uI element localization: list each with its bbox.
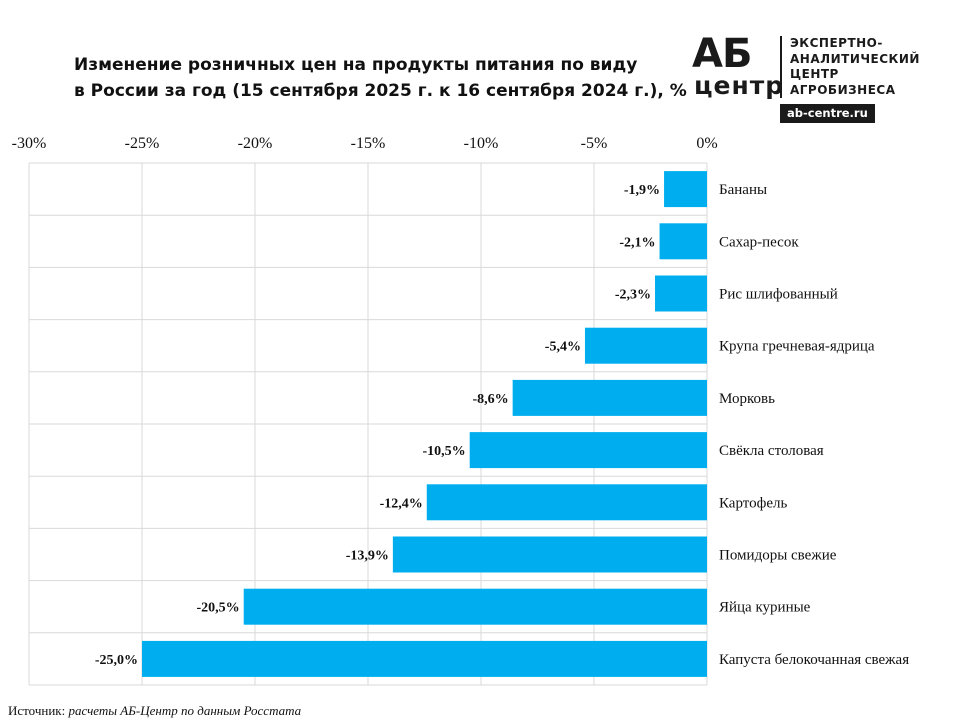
ab-centre-logo: АБ центр ЭКСПЕРТНО- АНАЛИТИЧЕСКИЙ ЦЕНТР … (692, 34, 930, 124)
logo-description: ЭКСПЕРТНО- АНАЛИТИЧЕСКИЙ ЦЕНТР АГРОБИЗНЕ… (790, 36, 920, 98)
category-label: Помидоры свежие (719, 548, 837, 564)
x-tick-label: 0% (696, 135, 717, 152)
bar (584, 327, 707, 364)
data-label: -10,5% (423, 444, 466, 459)
category-label: Свёкла столовая (719, 443, 824, 459)
data-label: -2,3% (615, 288, 651, 303)
source-label: Источник: (8, 703, 66, 718)
category-label: Крупа гречневая-ядрица (719, 339, 875, 355)
data-label: -25,0% (95, 653, 138, 668)
data-label: -2,1% (619, 235, 655, 250)
logo-centr-text: центр (694, 71, 785, 100)
source-text: расчеты АБ-Центр по данным Росстата (68, 703, 302, 718)
data-label: -8,6% (472, 392, 508, 407)
chart-title-line-2: в России за год (15 сентября 2025 г. к 1… (74, 81, 687, 101)
logo-divider (780, 36, 782, 98)
bar (512, 379, 707, 416)
x-tick-label: -15% (351, 135, 386, 152)
data-label: -20,5% (197, 601, 240, 616)
category-label: Бананы (719, 182, 767, 198)
category-label: Яйца куриные (719, 600, 811, 616)
data-label: -12,4% (380, 496, 423, 511)
x-tick-label: -25% (125, 135, 160, 152)
bar (659, 223, 707, 260)
category-label: Морковь (719, 391, 775, 407)
x-tick-label: -30% (12, 135, 47, 152)
bar (392, 536, 707, 573)
logo-ab-text: АБ (692, 31, 752, 77)
logo-desc-line-3: ЦЕНТР (790, 67, 839, 81)
logo-desc-line-1: ЭКСПЕРТНО- (790, 36, 883, 50)
data-label: -5,4% (545, 340, 581, 355)
data-label: -13,9% (346, 549, 389, 564)
logo-url: ab-centre.ru (780, 104, 875, 123)
category-label: Сахар-песок (719, 234, 799, 250)
data-label: -1,9% (624, 183, 660, 198)
bar (243, 588, 707, 625)
source-note: Источник: расчеты АБ-Центр по данным Рос… (8, 703, 301, 719)
x-tick-label: -5% (581, 135, 608, 152)
category-label: Рис шлифованный (719, 287, 838, 303)
bar (142, 640, 707, 677)
chart-title-line-1: Изменение розничных цен на продукты пита… (74, 55, 638, 75)
category-label: Картофель (719, 495, 787, 511)
category-label: Капуста белокочанная свежая (719, 652, 909, 668)
bar (655, 275, 707, 312)
bar (469, 432, 707, 469)
bar-chart: -30% -25% -20% -15% -10% -5% 0% -1,9% Бананы -2,1… (12, 135, 909, 686)
bar (664, 171, 707, 208)
x-tick-label: -20% (238, 135, 273, 152)
chart-title: Изменение розничных цен на продукты пита… (74, 52, 687, 104)
x-tick-label: -10% (464, 135, 499, 152)
logo-desc-line-2: АНАЛИТИЧЕСКИЙ (790, 51, 920, 66)
logo-desc-line-4: АГРОБИЗНЕСА (790, 82, 896, 97)
bar (426, 484, 707, 521)
